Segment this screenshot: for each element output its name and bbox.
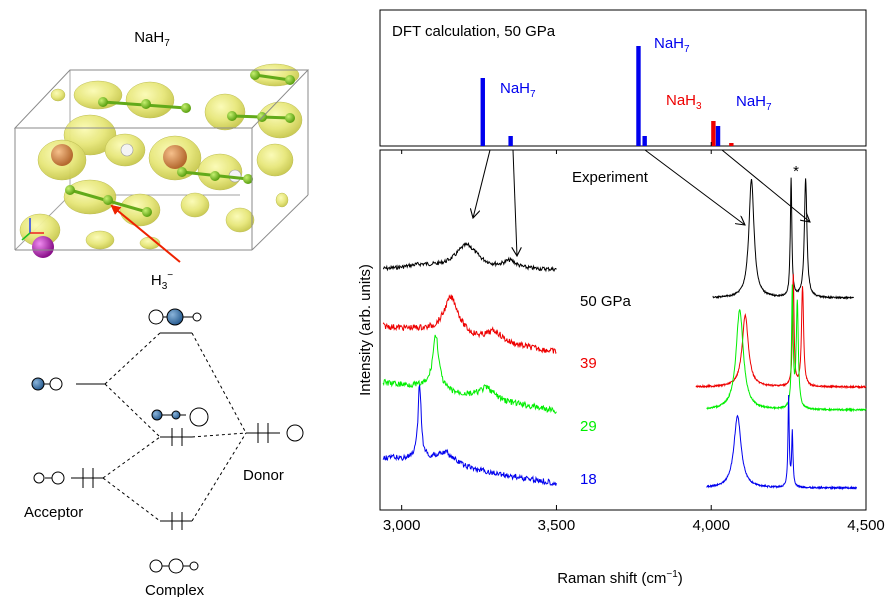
dft-panel: DFT calculation, 50 GPa NaH7 NaH7 NaH3 NaH7 [379, 9, 867, 147]
spectrum-high-3 [706, 394, 858, 491]
dft-annotations: NaH7 NaH7 NaH3 NaH7 [500, 35, 772, 113]
dft-peak-6 [729, 143, 734, 146]
spectrum-low-2 [382, 334, 557, 415]
x-tick-label-0: 3,000 [383, 517, 421, 534]
correlation-lines [102, 332, 247, 522]
spectrum-low-1 [382, 294, 557, 355]
series-label-1: 39 [580, 355, 597, 372]
dft-peak-1 [508, 136, 513, 146]
crystal-structure: NaH7 [13, 29, 310, 292]
orbital-acceptor-homo-icon [33, 471, 65, 485]
dft-peak-2 [636, 46, 641, 146]
orbital-donor-icon [286, 424, 304, 442]
spectrum-high-1 [695, 274, 867, 390]
orbital-antibonding-icon [148, 308, 202, 326]
spectrum-high-0 [712, 177, 855, 301]
dft-peak-5 [715, 126, 721, 146]
structure-title: NaH7 [134, 29, 170, 49]
dft-peak-3 [642, 136, 647, 146]
series-label-0: 50 GPa [580, 293, 632, 310]
x-tick-label-3: 4,500 [847, 517, 885, 534]
h3-label: H3− [151, 270, 173, 292]
x-tick-label-2: 4,000 [692, 517, 730, 534]
spectrum-low-0 [382, 241, 557, 273]
dft-title: DFT calculation, 50 GPa [392, 23, 556, 40]
exp-frame [379, 149, 867, 511]
orbital-nonbonding-icon [151, 407, 209, 427]
complex-label: Complex [145, 582, 205, 597]
experiment-label: Experiment [572, 169, 649, 186]
spectrum-high-2 [706, 284, 867, 413]
dft-annotation-2: NaH3 [666, 92, 702, 112]
x-axis-label: Raman shift (cm−1) [557, 569, 683, 587]
x-ticks: 3,000 3,500 4,000 4,500 [383, 142, 885, 534]
dft-annotation-3: NaH7 [736, 93, 772, 113]
mo-diagram [31, 308, 304, 574]
x-tick-label-1: 3,500 [538, 517, 576, 534]
correlation-arrows [473, 149, 810, 256]
dft-peaks [480, 46, 734, 146]
acceptor-label: Acceptor [24, 504, 83, 521]
dft-peak-4 [711, 121, 716, 146]
series-labels: 50 GPa 39 29 18 [580, 293, 632, 488]
series-label-3: 18 [580, 471, 597, 488]
donor-label: Donor [243, 467, 284, 484]
dft-peak-0 [480, 78, 485, 146]
experiment-panel: 3,000 3,500 4,000 4,500 50 GPa 39 29 18 Experi… [357, 142, 885, 587]
spectrum-low-3 [382, 385, 557, 487]
star-marker: * [793, 163, 799, 180]
cell-front-edges [13, 69, 310, 251]
orbital-acceptor-lumo-icon [31, 377, 63, 391]
axes-triad [21, 218, 44, 241]
y-axis-label: Intensity (arb. units) [357, 264, 374, 396]
h3-arrow [110, 204, 181, 263]
series-label-2: 29 [580, 418, 597, 435]
dft-annotation-1: NaH7 [654, 35, 690, 55]
dft-frame [379, 9, 867, 147]
orbital-bonding-icon [149, 558, 199, 574]
h3-chains [65, 70, 295, 217]
spectra [382, 177, 867, 491]
dft-annotation-0: NaH7 [500, 80, 536, 100]
